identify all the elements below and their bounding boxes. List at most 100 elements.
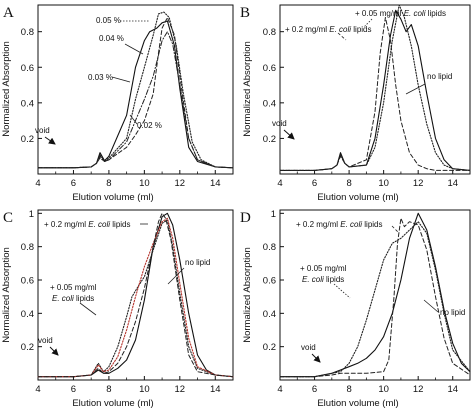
series-line-dashed — [279, 217, 471, 378]
x-tick-label: 10 — [378, 178, 389, 189]
annotation-d-lipids: E. coli lipids — [302, 275, 344, 284]
y-tick-label: 0.2 — [263, 342, 276, 353]
annotation-b-0-05-lipids: + 0.05 mg/ml E. coli lipids — [355, 9, 446, 18]
y-tick-label: 0.8 — [21, 242, 34, 253]
x-tick-label: 8 — [106, 384, 111, 395]
void-arrow-c — [49, 346, 59, 356]
panel-b-plot: 4 6 8 10 12 14 0.2 0.4 0.6 0.8 — [263, 4, 471, 189]
x-tick-label: 14 — [447, 384, 458, 395]
y-tick-label: 0.6 — [21, 276, 34, 287]
annotation-d-void: void — [301, 343, 316, 352]
y-tick-label: 0.8 — [263, 27, 276, 38]
annotation-c-0-2-lipids: + 0.2 mg/ml E. coli lipids — [44, 220, 131, 229]
annotation-d-0-2-lipids: + 0.2 mg/ml E. coli lipids — [296, 220, 383, 229]
x-tick-label: 14 — [210, 384, 221, 395]
panel-b-letter: B — [240, 5, 250, 21]
annotation-b-no-lipid: no lipid — [427, 72, 452, 81]
annotation-b-void: void — [272, 119, 287, 128]
panel-c-xlabel: Elution volume (ml) — [72, 398, 153, 409]
annotation-0-03-percent: 0.03 % — [88, 73, 113, 82]
panel-d-xlabel: Elution volume (ml) — [317, 398, 398, 409]
y-tick-label: 0.6 — [263, 63, 276, 74]
annotation-c-0-05: + 0.05 mg/ml — [50, 283, 97, 292]
panel-b-xlabel: Elution volume (ml) — [317, 192, 398, 203]
annotation-0-05-percent: 0.05 % — [96, 16, 121, 25]
series-line-solid — [37, 20, 234, 169]
annotation-void: void — [35, 126, 50, 135]
series-line-solid — [37, 212, 234, 378]
annotation-b-0-2-lipids: + 0.2 mg/ml E. coli lipids — [285, 25, 372, 34]
panel-c-annotations: + 0.2 mg/ml E. coli lipids + 0.05 mg/ml … — [38, 220, 210, 356]
y-tick-label: 0.4 — [263, 309, 276, 320]
series-line-dotted — [279, 221, 471, 378]
x-tick-label: 12 — [175, 178, 186, 189]
y-tick-label: 0.4 — [21, 98, 34, 109]
panel-d-letter: D — [240, 210, 251, 226]
x-tick-label: 8 — [346, 178, 351, 189]
annotation-c-no-lipid: no lipid — [185, 258, 210, 267]
leader-0-03-percent — [111, 76, 131, 83]
void-arrow-b — [283, 129, 295, 140]
panel-c-ylabel: Normalized Absorption — [1, 247, 12, 343]
panel-a-ylabel: Normalized Absorption — [1, 41, 12, 137]
leader-d-no-lipid — [423, 299, 439, 313]
x-tick-label: 10 — [378, 384, 389, 395]
y-tick-label: 0.6 — [21, 63, 34, 74]
series-line-red — [37, 217, 234, 378]
leader-c-no-lipid — [167, 267, 185, 285]
x-tick-label: 6 — [71, 178, 76, 189]
series-line-dotted — [37, 11, 234, 169]
x-tick-label: 4 — [35, 178, 40, 189]
x-tick-label: 14 — [210, 178, 221, 189]
series-line-dashed — [279, 17, 471, 171]
y-tick-label: 0.6 — [263, 276, 276, 287]
series-line-dashed — [37, 17, 234, 169]
x-tick-label: 8 — [106, 178, 111, 189]
plot-frame — [37, 209, 234, 381]
void-arrow-d — [311, 353, 321, 363]
panel-d-ylabel: Normalized Absorption — [242, 247, 253, 343]
panel-a-annotations: 0.05 % 0.04 % 0.03 % 0.02 % void — [35, 16, 162, 145]
series-line-dashed — [37, 212, 234, 378]
leader-b-no-lipid — [405, 83, 426, 95]
panel-b-annotations: + 0.05 mg/ml E. coli lipids + 0.2 mg/ml … — [272, 9, 452, 140]
leader-d-0-2 — [391, 225, 399, 233]
series-line-dotted — [37, 219, 234, 378]
x-tick-label: 4 — [277, 384, 282, 395]
x-tick-label: 12 — [175, 384, 186, 395]
y-tick-label: 0.8 — [21, 27, 34, 38]
annotation-c-void: void — [38, 336, 53, 345]
plot-frame — [279, 209, 471, 381]
leader-0-02-percent — [129, 114, 138, 125]
x-tick-label: 4 — [35, 384, 40, 395]
y-tick-label: 0.8 — [263, 242, 276, 253]
x-tick-label: 6 — [312, 384, 317, 395]
panel-a-plot: 4 6 8 10 12 14 0.2 0.4 0.6 0.8 — [21, 4, 234, 189]
leader-0-04-percent — [124, 43, 144, 55]
panel-d: D Normalized Absorption Elution volume (… — [240, 209, 471, 409]
panel-a: A Normalized Absorption Elution volume (… — [1, 4, 234, 203]
panel-a-letter: A — [3, 5, 14, 21]
x-tick-label: 10 — [139, 384, 150, 395]
annotation-0-04-percent: 0.04 % — [99, 34, 124, 43]
void-arrow — [44, 136, 56, 145]
panel-a-xlabel: Elution volume (ml) — [72, 192, 153, 203]
panel-c: C Normalized Absorption Elution volume (… — [1, 209, 234, 409]
x-tick-label: 6 — [71, 384, 76, 395]
y-tick-label: 0.2 — [21, 134, 34, 145]
x-tick-label: 10 — [139, 178, 150, 189]
series-line-solid — [279, 212, 471, 378]
panel-d-plot: 4 6 8 10 12 14 0.2 0.4 0.6 0.8 1 — [263, 209, 471, 395]
y-tick-label: 0.2 — [21, 342, 34, 353]
x-tick-label: 4 — [277, 178, 282, 189]
x-tick-label: 12 — [413, 178, 424, 189]
leader-b-0-05 — [363, 18, 373, 28]
y-tick-label: 0.2 — [263, 134, 276, 145]
y-tick-label: 0.4 — [263, 98, 276, 109]
x-tick-label: 14 — [447, 178, 458, 189]
panel-c-letter: C — [3, 210, 13, 226]
panel-d-annotations: + 0.2 mg/ml E. coli lipids + 0.05 mg/ml … — [296, 220, 465, 363]
x-tick-label: 6 — [312, 178, 317, 189]
series-line-dashdot — [37, 31, 234, 169]
y-tick-label: 1 — [271, 209, 276, 220]
